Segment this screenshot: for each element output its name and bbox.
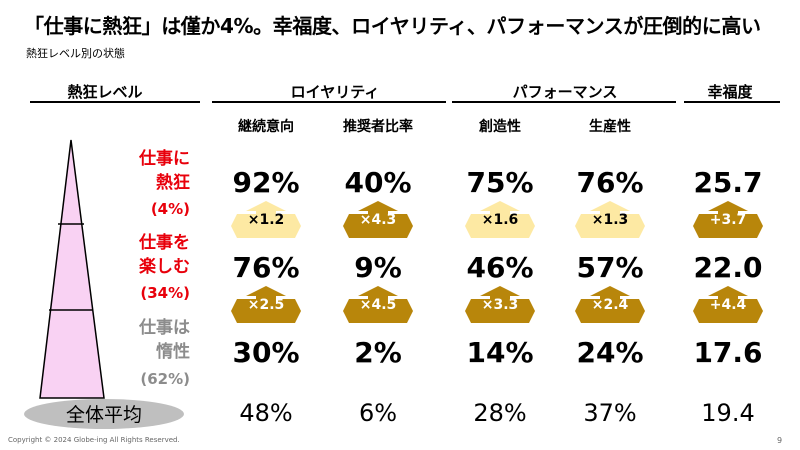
- value-inertia-recommender: 2%: [354, 336, 402, 369]
- average-oval: [24, 399, 184, 429]
- value-enjoy-productivity: 57%: [576, 251, 644, 284]
- multiplier-lower-happiness: +4.4: [709, 297, 747, 313]
- multiplier-upper-creativity: ×1.6: [481, 212, 519, 228]
- level-enthusiastic-label: 仕事に 熱狂: [80, 147, 190, 195]
- up-arrow-icon: [465, 286, 535, 323]
- value-enjoy-happiness: 22.0: [693, 251, 763, 284]
- value-enjoy-recommender: 9%: [354, 251, 402, 284]
- level-inertia-pct: (62%): [140, 370, 190, 388]
- average-happiness: 19.4: [701, 399, 755, 427]
- level-inertia-label: 仕事は 惰性: [80, 316, 190, 364]
- header-level: 熱狂レベル: [67, 83, 143, 101]
- subheader-recommender-ratio: 推奨者比率: [343, 119, 413, 135]
- value-inertia-productivity: 24%: [576, 336, 644, 369]
- value-inertia-creativity: 14%: [466, 336, 534, 369]
- multiplier-upper-happiness: +3.7: [709, 212, 747, 228]
- multiplier-lower-productivity: ×2.4: [591, 297, 629, 313]
- multiplier-lower-retention: ×2.5: [247, 297, 285, 313]
- average-creativity: 28%: [473, 399, 527, 427]
- level-enthusiastic-pct: (4%): [150, 200, 190, 218]
- page-subtitle: 熱狂レベル別の状態: [26, 47, 125, 60]
- multiplier-upper-recommender: ×4.3: [359, 212, 397, 228]
- value-enthusiastic-happiness: 25.7: [693, 166, 763, 199]
- average-label: 全体平均: [65, 404, 142, 426]
- value-enthusiastic-recommender: 40%: [344, 166, 412, 199]
- value-enthusiastic-productivity: 76%: [576, 166, 644, 199]
- value-enjoy-retention: 76%: [232, 251, 300, 284]
- up-arrow-icon: [693, 201, 763, 238]
- multiplier-lower-creativity: ×3.3: [481, 297, 519, 313]
- value-inertia-happiness: 17.6: [693, 336, 763, 369]
- level-inertia-line2: 惰性: [156, 342, 190, 362]
- average-recommender: 6%: [358, 399, 398, 427]
- value-enjoy-creativity: 46%: [466, 251, 534, 284]
- level-enjoy-line1: 仕事を: [139, 233, 190, 253]
- level-enjoy-line2: 楽しむ: [139, 257, 190, 277]
- value-inertia-retention: 30%: [232, 336, 300, 369]
- up-arrow-icon: [231, 201, 301, 238]
- level-inertia-line1: 仕事は: [139, 318, 190, 338]
- subheader-productivity: 生産性: [589, 119, 631, 135]
- header-happiness: 幸福度: [707, 83, 753, 101]
- header-underline-level: [30, 101, 200, 103]
- value-enthusiastic-creativity: 75%: [466, 166, 534, 199]
- average-retention: 48%: [239, 399, 293, 427]
- header-underline-loyalty: [212, 101, 446, 103]
- header-underline-happiness: [684, 101, 780, 103]
- level-enjoy-pct: (34%): [140, 284, 190, 302]
- up-arrow-icon: [693, 286, 763, 323]
- header-underline-performance: [452, 101, 676, 103]
- page-number: 9: [777, 436, 783, 445]
- up-arrow-icon: [231, 286, 301, 323]
- page-title: 「仕事に熱狂」は僅か4%。幸福度、ロイヤリティ、パフォーマンスが圧倒的に高い: [24, 14, 761, 38]
- up-arrow-icon: [343, 201, 413, 238]
- value-enthusiastic-retention: 92%: [232, 166, 300, 199]
- up-arrow-icon: [465, 201, 535, 238]
- header-loyalty: ロイヤリティ: [290, 83, 380, 101]
- multiplier-lower-recommender: ×4.5: [359, 297, 397, 313]
- pyramid: [39, 139, 105, 399]
- level-enjoy-label: 仕事を 楽しむ: [80, 231, 190, 279]
- multiplier-upper-productivity: ×1.3: [591, 212, 629, 228]
- average-productivity: 37%: [583, 399, 637, 427]
- up-arrow-icon: [575, 286, 645, 323]
- level-enthusiastic-line1: 仕事に: [139, 149, 190, 169]
- level-enthusiastic-line2: 熱狂: [156, 173, 190, 193]
- multiplier-upper-retention: ×1.2: [247, 212, 285, 228]
- subheader-retention: 継続意向: [238, 119, 294, 135]
- pyramid-shape: [39, 139, 105, 399]
- up-arrow-icon: [575, 201, 645, 238]
- copyright-footer: Copyright © 2024 Globe-ing All Rights Re…: [8, 436, 180, 444]
- header-performance: パフォーマンス: [512, 83, 618, 101]
- subheader-creativity: 創造性: [479, 119, 521, 135]
- up-arrow-icon: [343, 286, 413, 323]
